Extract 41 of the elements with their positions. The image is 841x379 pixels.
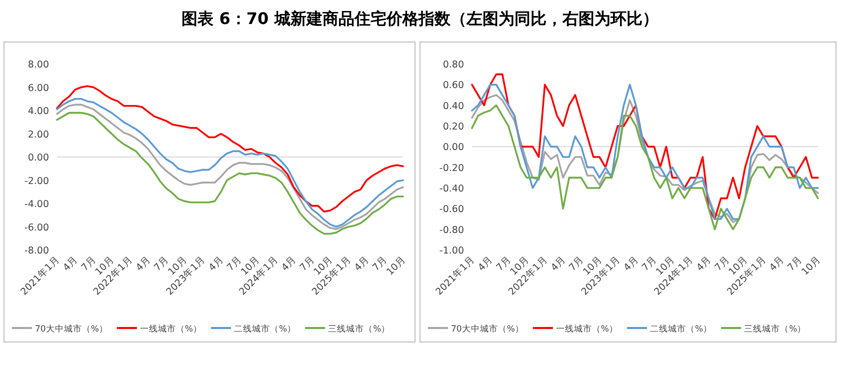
y-tick-label: 0.20	[442, 122, 464, 132]
y-tick-label: 0.80	[442, 60, 464, 70]
y-tick-label: -6.00	[24, 222, 49, 234]
y-tick-label: -1.00	[439, 246, 464, 256]
y-tick-label: -0.20	[439, 162, 464, 174]
x-tick-label: 4月	[476, 254, 496, 274]
line-series	[56, 85, 404, 213]
y-tick-label: -0.60	[439, 204, 464, 216]
legend-label: 70大中城市（%）	[35, 324, 108, 334]
x-tick-label: 4月	[280, 254, 299, 274]
y-tick-label: 0.60	[442, 80, 464, 92]
legend-label: 二线城市（%）	[650, 324, 712, 334]
legend-label: 一线城市（%）	[556, 324, 618, 334]
x-tick-label: 4月	[134, 254, 154, 274]
y-tick-label: 0.40	[442, 100, 464, 112]
x-tick-label: 4月	[206, 254, 226, 274]
x-tick-label: 4月	[549, 254, 568, 274]
legend-label: 一线城市（%）	[140, 324, 202, 334]
y-tick-label: -4.00	[24, 199, 49, 210]
x-tick-label: 10月	[384, 254, 408, 278]
x-tick-label: 4月	[768, 254, 787, 274]
y-tick-label: -0.80	[439, 224, 464, 236]
legend-label: 三线城市（%）	[744, 324, 806, 334]
x-tick-label: 4月	[352, 254, 372, 274]
legend-label: 70大中城市（%）	[451, 324, 524, 334]
y-tick-label: -2.00	[24, 176, 49, 187]
x-tick-label: 4月	[694, 254, 714, 274]
y-tick-label: -8.00	[24, 246, 49, 256]
y-tick-label: -0.40	[439, 184, 464, 194]
y-tick-label: 6.00	[28, 82, 49, 94]
y-tick-label: 8.00	[28, 60, 49, 70]
x-tick-label: 4月	[61, 254, 80, 274]
x-tick-label: 10月	[800, 254, 824, 278]
chart-title: 图表 6：70 城新建商品住宅价格指数（左图为同比，右图为环比）	[182, 9, 658, 28]
legend-label: 二线城市（%）	[234, 324, 296, 334]
y-tick-label: 0.00	[442, 142, 464, 154]
y-tick-label: 2.00	[28, 129, 49, 140]
legend-label: 三线城市（%）	[328, 324, 390, 334]
y-tick-label: 0.00	[28, 152, 49, 164]
x-tick-label: 4月	[622, 254, 642, 274]
y-tick-label: 4.00	[28, 106, 49, 117]
